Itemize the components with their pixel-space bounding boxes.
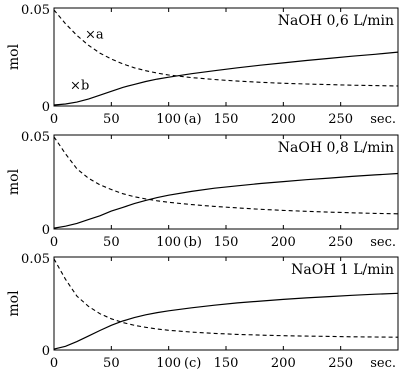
x-tick-label: 100 — [156, 235, 181, 250]
x-unit-label: sec. — [370, 235, 396, 250]
y-tick-label: 0.05 — [21, 3, 50, 18]
series-line-a — [53, 9, 399, 87]
series-line-b — [53, 292, 399, 350]
x-tick-label: 250 — [328, 112, 353, 127]
y-tick-label: 0.05 — [21, 130, 50, 145]
y-axis-label: mol — [6, 43, 22, 70]
x-tick-label: 200 — [271, 235, 296, 250]
panel-b: 0 50 100 150 200 250 sec. (b) 0 0.05 mol NaOH 0,8 L… — [6, 130, 399, 250]
x-tick-label: 100 — [156, 112, 181, 127]
x-tick-label: 250 — [328, 356, 353, 371]
annotation-b: ×b — [70, 78, 89, 93]
y-tick-label: 0 — [42, 344, 50, 359]
x-unit-label: sec. — [370, 356, 396, 371]
panel-label: (c) — [184, 356, 201, 371]
series-line-b — [53, 172, 399, 229]
x-tick-label: 0 — [50, 356, 58, 371]
panel-label: (b) — [183, 235, 201, 250]
x-unit-label: sec. — [370, 112, 396, 127]
x-tick-label: 200 — [271, 112, 296, 127]
y-axis-label: mol — [6, 168, 22, 195]
series-line-b — [53, 51, 399, 106]
series-line-a — [53, 136, 399, 215]
panel-title: NaOH 0,8 L/min — [278, 140, 394, 156]
panel-a: 0 50 100 150 200 250 sec. (a) 0 0.05 mol NaOH 0,6 L… — [6, 3, 399, 127]
x-tick-label: 250 — [328, 235, 353, 250]
series-line-a — [53, 258, 399, 338]
x-tick-label: 100 — [156, 356, 181, 371]
y-tick-label: 0 — [42, 223, 50, 238]
x-tick-label: 150 — [214, 112, 239, 127]
x-tick-label: 50 — [103, 235, 120, 250]
x-tick-label: 150 — [214, 356, 239, 371]
annotation-a: ×a — [85, 27, 104, 42]
x-tick-label: 50 — [103, 356, 120, 371]
panel-c: 0 50 100 150 200 250 sec. (c) 0 0.05 mol NaOH 1 L/m… — [6, 252, 399, 371]
x-tick-label: 200 — [271, 356, 296, 371]
x-tick-label: 0 — [50, 235, 58, 250]
x-tick-label: 150 — [214, 235, 239, 250]
panel-title: NaOH 1 L/min — [291, 262, 394, 278]
x-tick-label: 0 — [50, 112, 58, 127]
y-tick-label: 0.05 — [21, 252, 50, 267]
y-tick-label: 0 — [42, 100, 50, 115]
y-axis-label: mol — [6, 290, 22, 317]
panel-title: NaOH 0,6 L/min — [278, 13, 394, 29]
panel-label: (a) — [184, 112, 202, 127]
x-tick-label: 50 — [103, 112, 120, 127]
